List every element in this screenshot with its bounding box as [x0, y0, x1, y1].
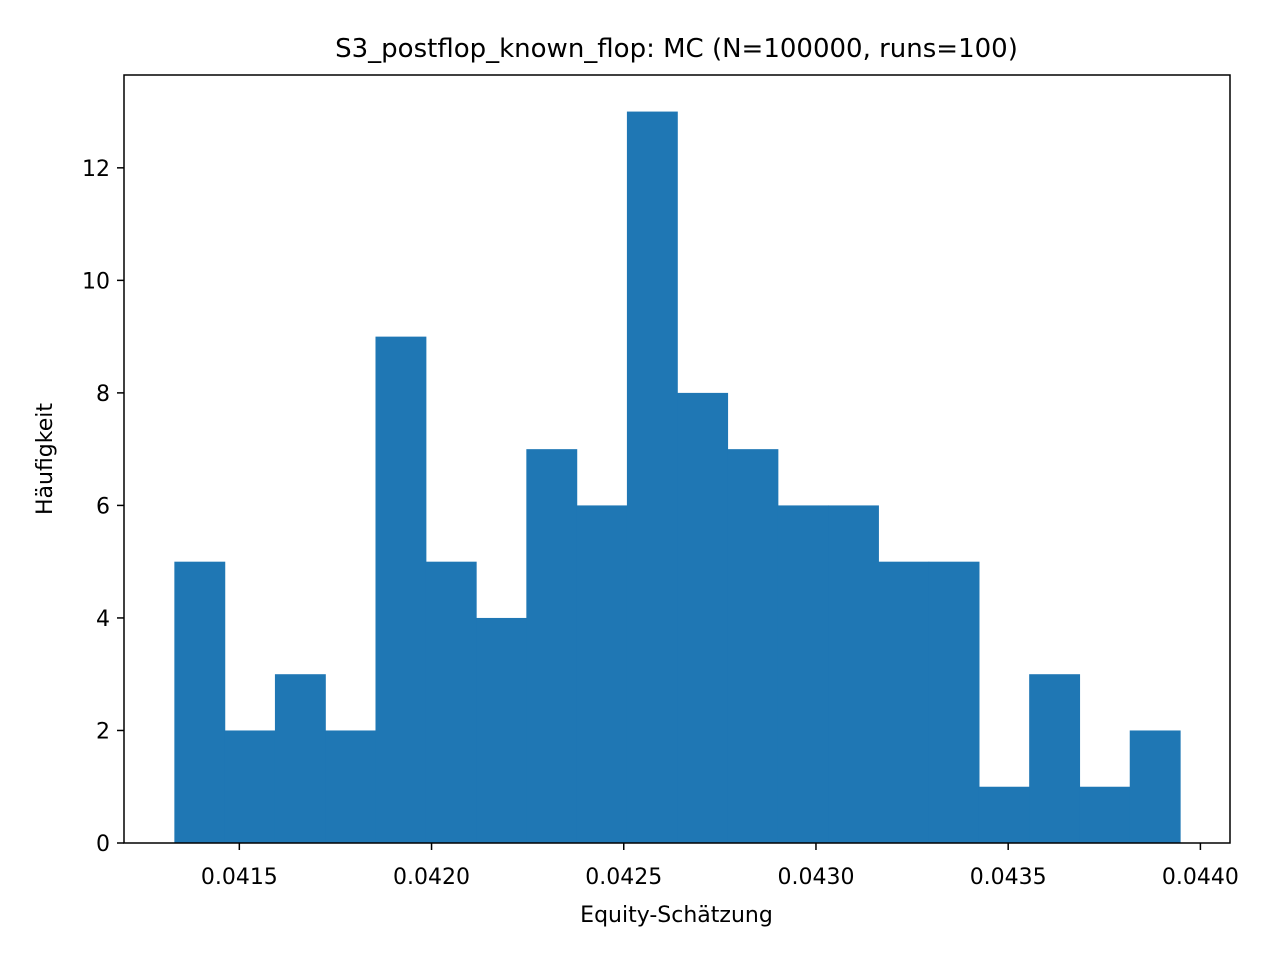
x-tick-label: 0.0425 — [585, 865, 662, 890]
histogram-bar — [274, 674, 326, 843]
histogram-bar — [1029, 674, 1081, 843]
y-tick-label: 8 — [96, 382, 110, 407]
y-axis-label: Häufigkeit — [33, 403, 58, 515]
histogram-bar — [626, 111, 678, 844]
histogram-bar — [928, 561, 980, 843]
y-tick-label: 10 — [82, 269, 110, 294]
x-axis-label: Equity-Schätzung — [580, 903, 773, 928]
histogram-bar — [375, 336, 427, 843]
histogram-bar — [978, 786, 1030, 843]
histogram-bar — [476, 617, 527, 843]
y-tick-label: 4 — [96, 607, 110, 632]
x-tick-label: 0.0440 — [1162, 865, 1239, 890]
histogram-bar — [1129, 730, 1181, 843]
histogram-bar — [777, 505, 829, 843]
histogram-bar — [878, 561, 930, 843]
histogram-bar — [224, 730, 276, 843]
histogram-bar — [425, 561, 477, 843]
y-axis-ticks: 0 2 4 6 8 10 12 — [82, 157, 124, 857]
x-tick-label: 0.0415 — [201, 865, 278, 890]
histogram-bar — [325, 730, 377, 843]
y-tick-label: 12 — [82, 157, 110, 182]
x-tick-label: 0.0435 — [970, 865, 1047, 890]
y-tick-label: 6 — [96, 494, 110, 519]
y-tick-label: 2 — [96, 719, 110, 744]
histogram-bars — [174, 111, 1181, 844]
x-tick-label: 0.0430 — [777, 865, 854, 890]
histogram-bar — [727, 449, 779, 843]
x-tick-label: 0.0420 — [393, 865, 470, 890]
x-axis-ticks: 0.0415 0.0420 0.0425 0.0430 0.0435 0.0440 — [201, 843, 1239, 890]
chart-title: S3_postflop_known_flop: MC (N=100000, ru… — [335, 34, 1018, 64]
y-tick-label: 0 — [96, 832, 110, 857]
histogram-bar — [576, 505, 628, 843]
histogram-bar — [526, 449, 578, 843]
plot-frame — [123, 74, 1231, 844]
histogram-bar — [1079, 786, 1131, 843]
histogram-bar — [174, 561, 226, 843]
histogram-bar — [828, 505, 879, 843]
histogram-bar — [677, 392, 729, 843]
